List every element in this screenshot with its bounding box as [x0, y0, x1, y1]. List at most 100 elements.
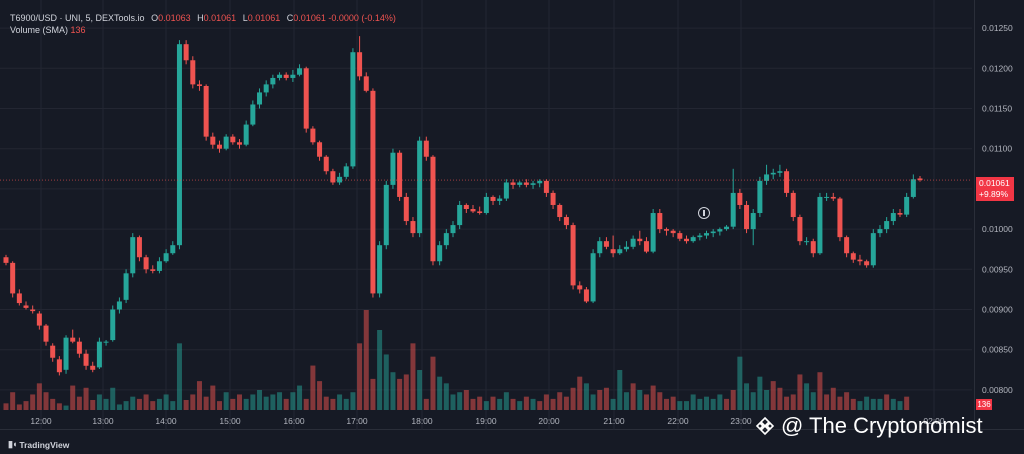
volume-bar	[350, 392, 356, 410]
volume-bar	[76, 396, 82, 410]
volume-label[interactable]: Volume (SMA)	[10, 25, 69, 35]
volume-legend: Volume (SMA) 136	[10, 25, 86, 35]
volume-bar	[337, 394, 343, 410]
open-value: 0.01063	[158, 13, 191, 23]
candle-body	[643, 241, 649, 252]
y-tick-label: 0.01150	[982, 104, 1012, 114]
volume-bar	[56, 403, 62, 410]
alert-marker-icon[interactable]	[698, 207, 710, 219]
volume-bar	[563, 396, 569, 410]
candle-body	[690, 237, 696, 242]
candle-body	[283, 74, 289, 78]
candle-body	[370, 90, 376, 294]
volume-bar	[190, 394, 196, 410]
volume-bar	[537, 401, 543, 410]
volume-bar	[410, 343, 416, 410]
candle-body	[437, 245, 443, 262]
volume-bar	[303, 398, 309, 410]
candle-body	[590, 253, 596, 302]
volume-bar	[610, 398, 616, 410]
x-tick-label: 21:00	[603, 416, 625, 426]
volume-bar	[103, 398, 109, 410]
candle-body	[250, 104, 256, 125]
volume-bar	[790, 394, 796, 410]
volume-bar	[690, 394, 696, 410]
candle-body	[163, 253, 169, 262]
volume-bar	[357, 343, 363, 410]
x-tick-label: 16:00	[283, 416, 305, 426]
volume-bar	[577, 376, 583, 410]
volume-bar	[156, 398, 162, 410]
volume-bar	[884, 394, 890, 410]
tradingview-logo[interactable]: ▮◖ TradingView	[8, 439, 69, 450]
volume-bar	[210, 385, 216, 410]
x-tick-label: 20:00	[538, 416, 560, 426]
candle-body	[477, 211, 483, 214]
candle-body	[210, 136, 216, 145]
symbol-label[interactable]: T6900/USD · UNI, 5, DEXTools.io	[10, 13, 145, 23]
volume-bar	[50, 398, 56, 410]
candle-body	[310, 128, 316, 143]
volume-value: 136	[70, 25, 86, 35]
candle-body	[824, 196, 830, 198]
candle-body	[3, 257, 9, 263]
candle-body	[463, 204, 469, 209]
candle-body	[683, 238, 689, 242]
candle-body	[203, 85, 209, 137]
candle-body	[50, 345, 56, 358]
candle-body	[910, 179, 916, 197]
time-axis[interactable]: 12:00 13:00 14:00 15:00 16:00 17:00 18:00 19:00…	[30, 416, 945, 426]
candle-body	[563, 217, 569, 226]
volume-bar	[517, 401, 523, 410]
candle-body	[216, 144, 222, 149]
volume-bar	[670, 396, 676, 410]
volume-bar	[83, 387, 89, 410]
volume-bar	[617, 370, 623, 410]
candle-body	[136, 237, 142, 258]
volume-bar	[850, 398, 856, 410]
volume-bar	[377, 330, 383, 410]
price-axis[interactable]: 0.012500.012000.011500.011000.010500.010…	[982, 23, 1013, 395]
volume-bar	[43, 392, 49, 410]
volume-bar	[503, 392, 509, 410]
candle-body	[263, 84, 269, 93]
volume-bar	[583, 383, 589, 410]
candle-body	[410, 221, 416, 234]
candle-body	[530, 183, 536, 185]
candle-body	[630, 238, 636, 247]
tradingview-icon: ▮◖	[8, 439, 17, 449]
volume-bar	[750, 392, 756, 410]
candle-body	[670, 230, 676, 234]
candle-body	[257, 92, 263, 105]
candle-body	[557, 204, 563, 218]
candle-body	[90, 365, 96, 370]
volume-bar	[343, 398, 349, 410]
candle-body	[357, 52, 363, 77]
volume-bar	[403, 374, 409, 410]
candle-body	[237, 142, 243, 145]
candle-body	[704, 233, 710, 236]
candle-body	[817, 196, 823, 254]
volume-bar	[824, 394, 830, 410]
volume-bar	[550, 398, 556, 410]
volume-bar	[230, 398, 236, 410]
candle-body	[23, 305, 29, 308]
volume-bar	[397, 378, 403, 410]
volume-bar	[370, 378, 376, 410]
volume-bar	[383, 354, 389, 410]
tradingview-label: TradingView	[19, 439, 70, 450]
candle-body	[663, 229, 669, 231]
candle-body	[637, 238, 643, 242]
volume-bar	[570, 387, 576, 410]
volume-bar	[677, 401, 683, 410]
volume-bar	[310, 365, 316, 410]
volume-bar	[196, 381, 202, 410]
volume-bar	[183, 400, 189, 410]
volume-bar	[130, 396, 136, 410]
volume-bar	[657, 392, 663, 410]
volume-bar	[63, 405, 69, 410]
candle-body	[443, 233, 449, 246]
volume-bar	[263, 396, 269, 410]
volume-bar	[243, 398, 249, 410]
